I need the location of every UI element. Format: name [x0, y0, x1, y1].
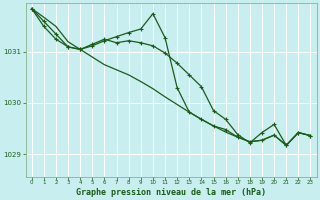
X-axis label: Graphe pression niveau de la mer (hPa): Graphe pression niveau de la mer (hPa) — [76, 188, 266, 197]
